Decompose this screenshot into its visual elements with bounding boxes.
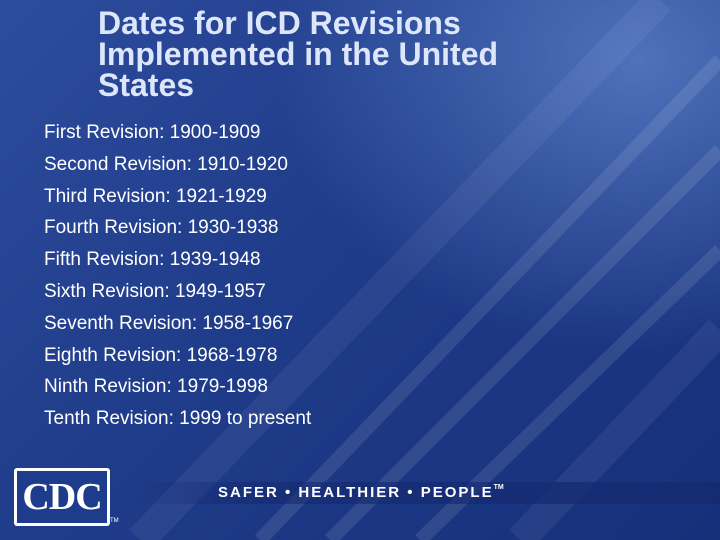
list-item: Ninth Revision: 1979-1998: [44, 376, 268, 398]
tagline-text: SAFER • HEALTHIER • PEOPLE: [218, 484, 494, 501]
tagline-trademark: TM: [493, 484, 504, 491]
revision-list: First Revision: 1900-1909 Second Revisio…: [44, 117, 311, 435]
footer: CDC TM SAFER • HEALTHIER • PEOPLETM: [0, 462, 720, 540]
title-line: Dates for ICD Revisions: [98, 5, 461, 41]
list-item: Tenth Revision: 1999 to present: [44, 408, 312, 430]
list-item: First Revision: 1900-1909: [44, 122, 261, 143]
list-item: Fourth Revision: 1930-1938: [44, 217, 279, 239]
tagline-band: [130, 482, 720, 504]
title-line: Implemented in the United: [98, 36, 499, 72]
tagline: SAFER • HEALTHIER • PEOPLETM: [218, 484, 504, 501]
cdc-logo-text: CDC: [22, 476, 102, 518]
list-item: Seventh Revision: 1958-1967: [44, 312, 294, 334]
list-item: Third Revision: 1921-1929: [44, 185, 267, 207]
list-item: Fifth Revision: 1939-1948: [44, 249, 261, 271]
slide-title: Dates for ICD Revisions Implemented in t…: [98, 5, 658, 103]
cdc-logo-box: CDC: [17, 471, 107, 523]
list-item: Eighth Revision: 1968-1978: [44, 344, 278, 366]
logo-trademark: TM: [110, 518, 119, 524]
cdc-logo: CDC: [14, 468, 110, 526]
list-item: Second Revision: 1910-1920: [44, 153, 289, 175]
title-line: States: [98, 67, 195, 103]
list-item: Sixth Revision: 1949-1957: [44, 280, 266, 302]
